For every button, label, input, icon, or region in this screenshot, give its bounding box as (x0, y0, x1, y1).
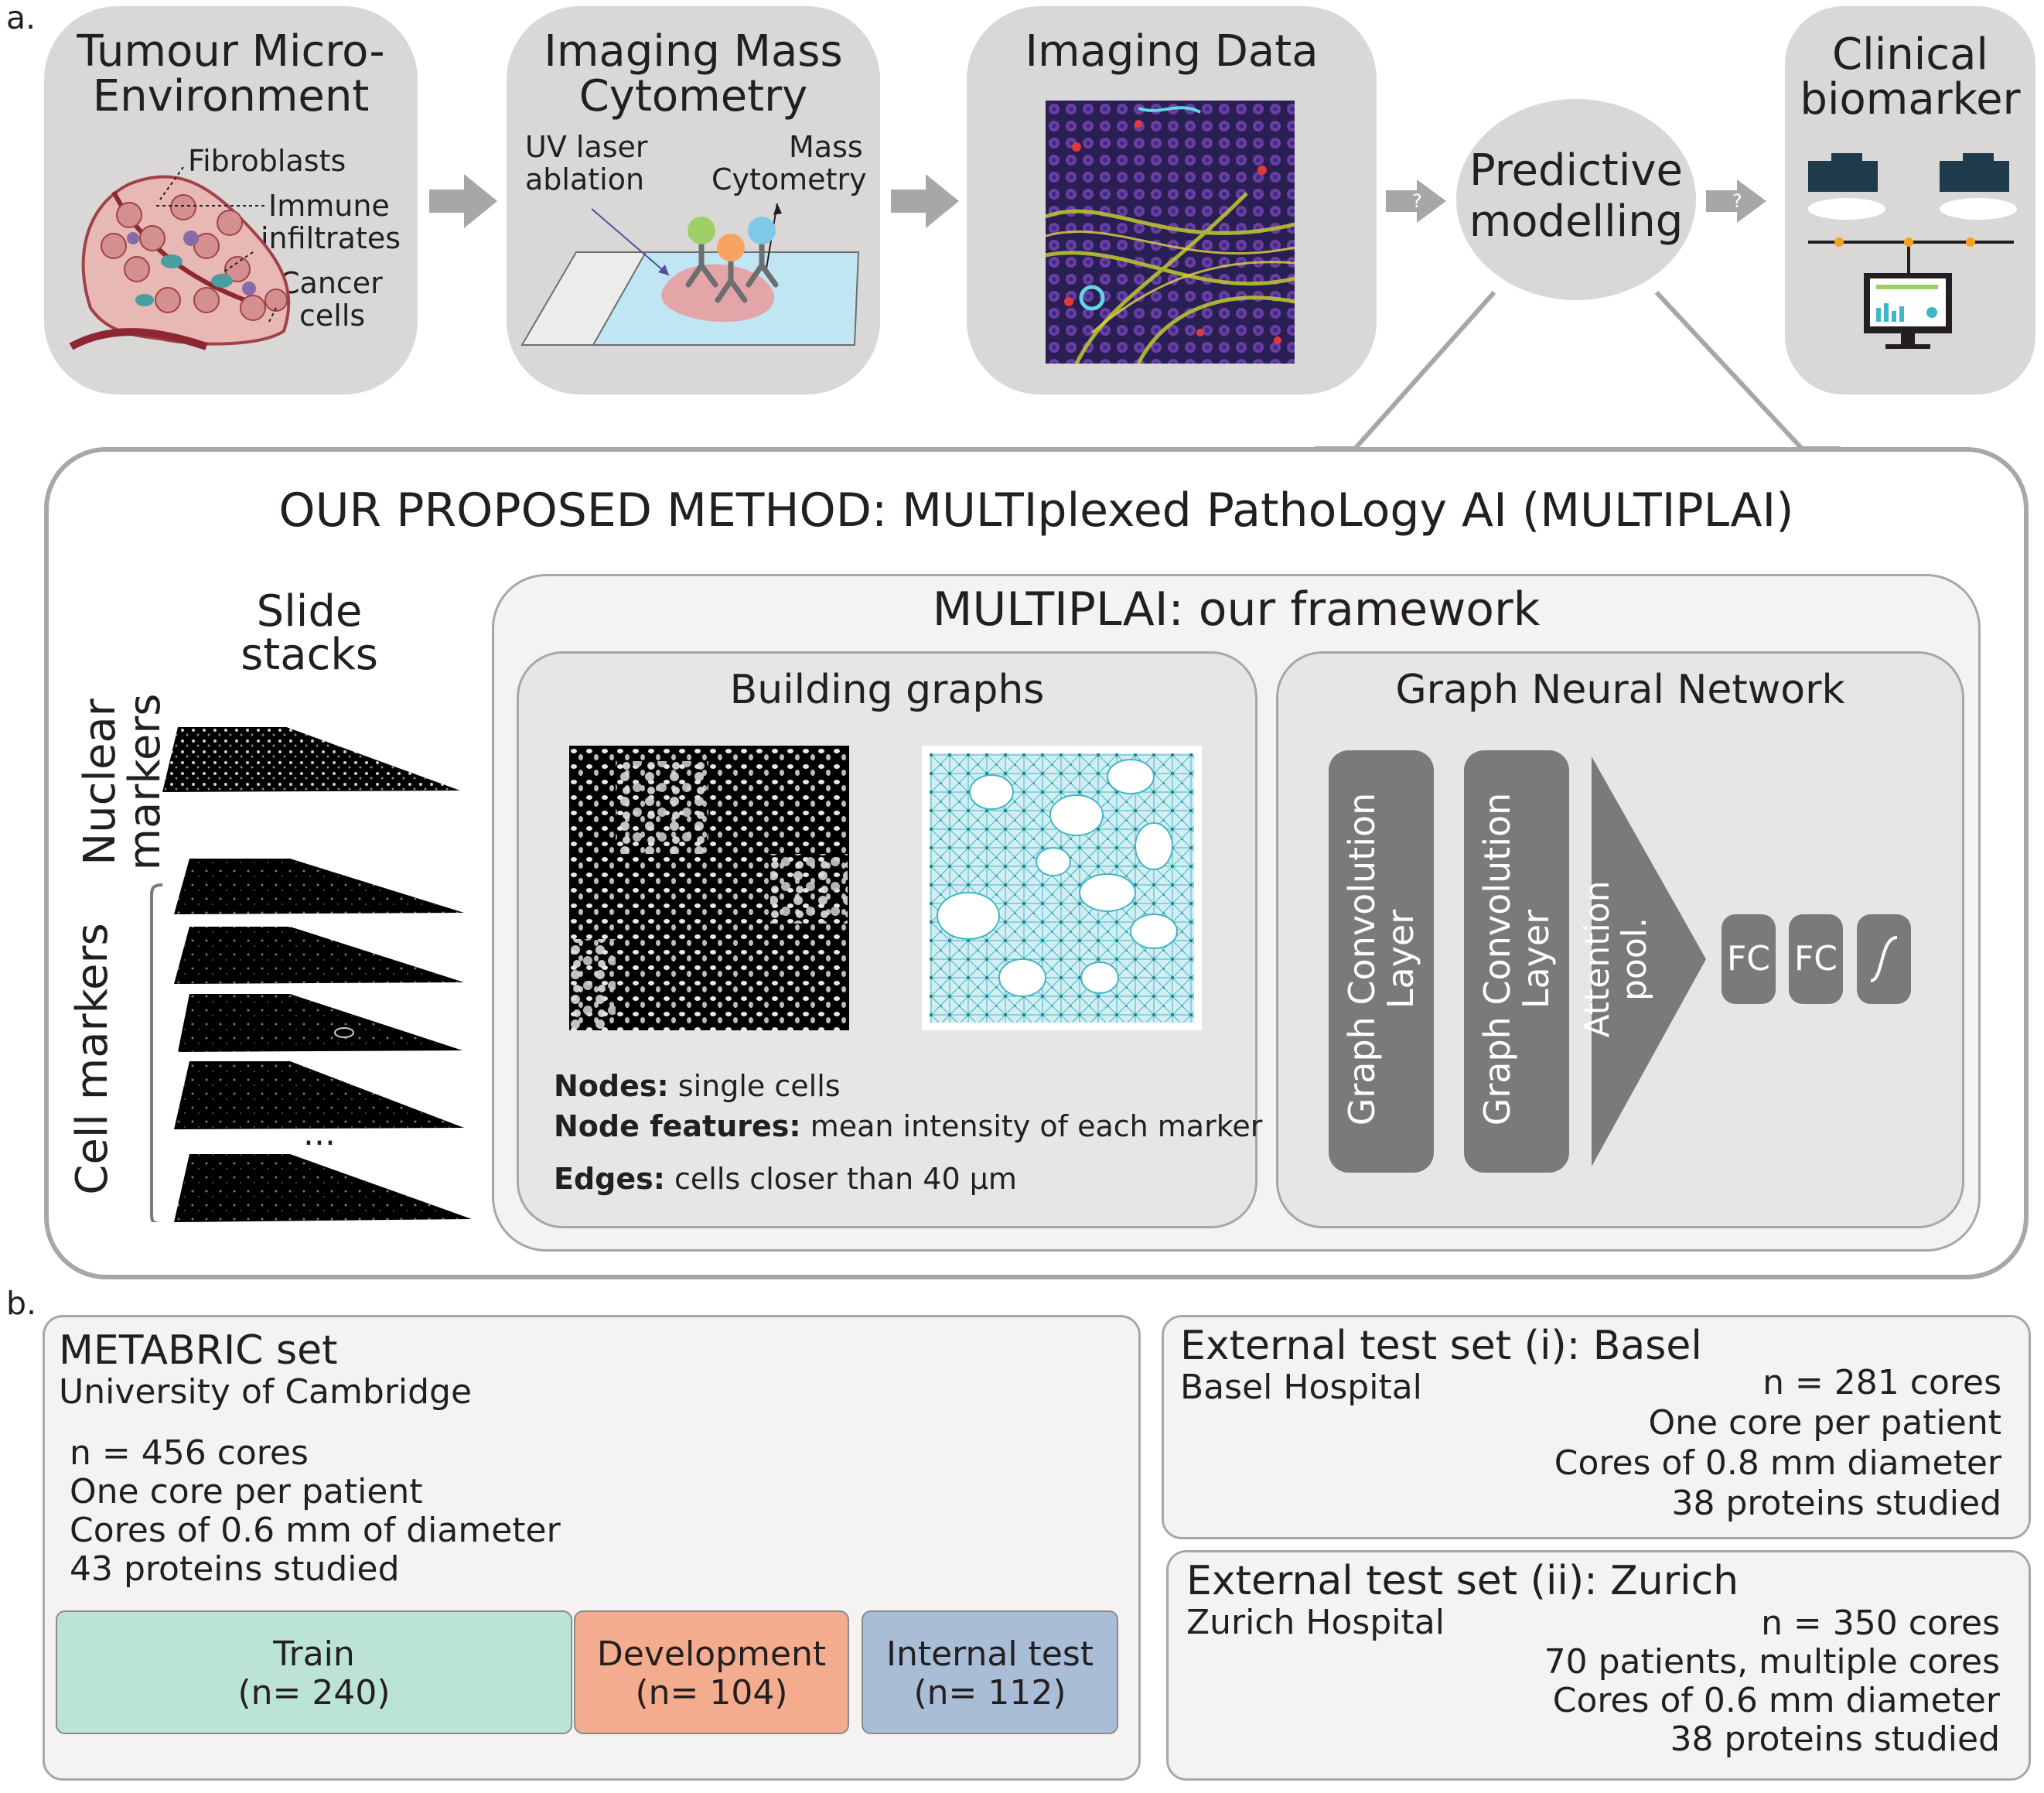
panel-b-label: b. (6, 1285, 37, 1322)
internal-test-label: Internal test (886, 1634, 1094, 1674)
graph-conv-layer-2: Graph Convolution Layer (1464, 750, 1569, 1173)
metabric-line-1: n = 456 cores (70, 1433, 309, 1473)
mass-label-2: Cytometry (711, 162, 867, 196)
slide-stacks-2: stacks (241, 630, 378, 680)
internal-test-n: (n= 112) (913, 1673, 1066, 1713)
attention-pool-triangle (1592, 756, 1706, 1166)
nodes-description: Nodes: single cells (554, 1071, 841, 1102)
zurich-line-1: n = 350 cores (1761, 1603, 2000, 1643)
node-features-value: mean intensity of each marker (800, 1109, 1263, 1143)
development-n: (n= 104) (635, 1673, 788, 1713)
slide-stacks-illustration (150, 727, 472, 1222)
building-graphs-title: Building graphs (729, 667, 1045, 713)
framework-title: MULTIPLAI: our framework (932, 582, 1541, 637)
fc-layer-2: FC (1789, 914, 1843, 1004)
imaging-data-card: Imaging Data (967, 6, 1377, 394)
clinical-title-1: Clinical (1832, 29, 1988, 80)
clinical-biomarker-card: Clinical biomarker (1785, 6, 2035, 394)
metabric-line-2: One core per patient (70, 1472, 423, 1511)
zurich-line-2: 70 patients, multiple cores (1544, 1642, 2000, 1682)
imc-title-1: Imaging Mass (544, 26, 843, 77)
zurich-line-4: 38 proteins studied (1670, 1720, 2000, 1759)
zurich-line-3: Cores of 0.6 mm diameter (1552, 1681, 2000, 1720)
metabric-title: METABRIC set (59, 1327, 338, 1374)
mass-label-1: Mass (789, 130, 863, 164)
arrow-4-icon (1706, 179, 1766, 223)
basel-line-4: 38 proteins studied (1671, 1484, 2001, 1523)
tissue-illustration (69, 166, 291, 350)
uv-label-1: UV laser (525, 130, 648, 164)
immune-label-1: Immune (268, 189, 390, 223)
imc-title-2: Cytometry (578, 71, 808, 121)
zurich-institution: Zurich Hospital (1186, 1603, 1445, 1642)
sigmoid-icon (1870, 936, 1898, 982)
predictive-line-1: Predictive (1469, 145, 1684, 196)
arrow-2-icon (891, 174, 959, 228)
cancer-label-2: cells (299, 299, 366, 333)
tme-title-2: Environment (92, 71, 370, 121)
imaging-data-title: Imaging Data (1025, 26, 1319, 77)
node-features-description: Node features: mean intensity of each ma… (554, 1111, 1262, 1142)
fc-layer-1: FC (1722, 914, 1776, 1004)
train-label: Train (273, 1634, 355, 1674)
gc2-text: Graph Convolution Layer (1476, 792, 1557, 1126)
basel-line-2: One core per patient (1648, 1403, 2001, 1443)
zurich-details: n = 350 cores 70 patients, multiple core… (1315, 1604, 2000, 1759)
train-split: Train (n= 240) (56, 1610, 572, 1734)
metabric-institution: University of Cambridge (59, 1372, 473, 1412)
nodes-value: single cells (668, 1069, 841, 1103)
fibroblasts-label: Fibroblasts (188, 144, 346, 178)
metabric-details: n = 456 cores One core per patient Cores… (70, 1434, 561, 1589)
predictive-modelling-node: Predictive modelling (1456, 99, 1696, 300)
basel-box (1162, 1315, 2031, 1539)
basel-line-1: n = 281 cores (1762, 1363, 2001, 1402)
tme-title-1: Tumour Micro- (77, 26, 385, 77)
cell-graph-image (922, 746, 1202, 1030)
gc1-text: Graph Convolution Layer (1341, 792, 1421, 1126)
panel-a-label: a. (6, 0, 36, 36)
imaging-data-image (1046, 101, 1295, 364)
metabric-line-4: 43 proteins studied (70, 1549, 400, 1589)
basel-title: External test set (i): Basel (1180, 1323, 1702, 1369)
stack-ellipsis: ... (303, 1114, 336, 1153)
predictive-line-2: modelling (1469, 196, 1684, 247)
gnn-title: Graph Neural Network (1395, 667, 1845, 713)
uv-label-2: ablation (525, 162, 645, 196)
tme-card: Tumour Micro- Environment Fibroblasts Im… (44, 6, 418, 394)
question-mark-2: ? (1732, 190, 1742, 212)
arrow-1-icon (429, 174, 497, 228)
graph-conv-layer-1: Graph Convolution Layer (1329, 750, 1434, 1173)
edges-description: Edges: cells closer than 40 µm (554, 1163, 1017, 1195)
nodes-key: Nodes: (554, 1069, 669, 1103)
cancer-label-1: Cancer (279, 266, 383, 300)
slide-stacks-1: Slide (256, 586, 363, 637)
question-mark-1: ? (1412, 190, 1422, 212)
basel-details: n = 281 cores One core per patient Cores… (1315, 1363, 2001, 1524)
imc-card: Imaging Mass Cytometry UV laser ablation… (507, 6, 880, 394)
node-features-key: Node features: (554, 1109, 801, 1143)
attention-pool-text: Attention pool. (1578, 880, 1654, 1038)
basel-line-3: Cores of 0.8 mm diameter (1554, 1443, 2001, 1483)
basel-institution: Basel Hospital (1180, 1368, 1422, 1407)
arrow-3-icon (1386, 179, 1446, 223)
imc-illustration (520, 203, 860, 346)
metabric-line-3: Cores of 0.6 mm of diameter (70, 1511, 561, 1550)
nuclei-image (569, 746, 849, 1030)
edges-value: cells closer than 40 µm (664, 1162, 1017, 1196)
clinical-title-2: biomarker (1800, 74, 2021, 125)
method-title: OUR PROPOSED METHOD: MULTIplexed PathoLo… (278, 483, 1794, 538)
development-label: Development (596, 1634, 827, 1674)
development-split: Development (n= 104) (574, 1610, 849, 1734)
edges-key: Edges: (554, 1162, 665, 1196)
nuclear-markers-label-1: Nuclear (75, 698, 125, 866)
internal-test-split: Internal test (n= 112) (862, 1610, 1118, 1734)
train-n: (n= 240) (237, 1673, 391, 1713)
zurich-title: External test set (ii): Zurich (1186, 1558, 1739, 1604)
cell-markers-label: Cell markers (67, 923, 118, 1195)
zurich-box (1166, 1550, 2031, 1781)
immune-label-2: infiltrates (261, 221, 401, 255)
sigmoid-layer (1857, 914, 1911, 1004)
cloud-computer-icon (1808, 153, 2017, 349)
